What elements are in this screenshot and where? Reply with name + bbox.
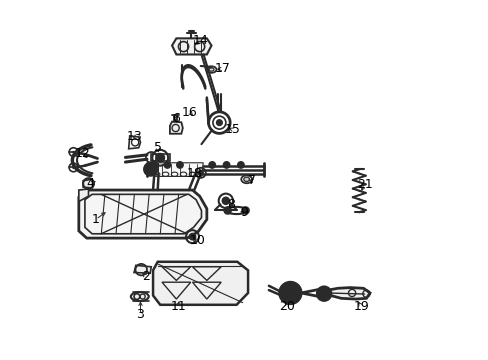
Text: 14: 14 <box>192 34 208 48</box>
Text: 15: 15 <box>224 123 241 136</box>
Text: 7: 7 <box>247 174 255 187</box>
Text: 9: 9 <box>240 207 248 220</box>
Text: 1: 1 <box>92 213 100 226</box>
Polygon shape <box>153 262 247 305</box>
Text: 10: 10 <box>189 234 204 247</box>
Circle shape <box>208 162 215 168</box>
Ellipse shape <box>131 292 148 301</box>
Text: 5: 5 <box>153 141 162 154</box>
Text: 12: 12 <box>74 147 90 159</box>
Text: 3: 3 <box>136 308 144 321</box>
Text: 13: 13 <box>126 130 142 144</box>
Circle shape <box>316 287 330 301</box>
Circle shape <box>164 162 170 168</box>
Circle shape <box>189 233 195 240</box>
Text: 16: 16 <box>182 106 198 119</box>
Polygon shape <box>79 189 88 202</box>
Circle shape <box>237 162 244 168</box>
Circle shape <box>279 282 301 304</box>
Text: 11: 11 <box>170 300 185 313</box>
Text: 20: 20 <box>278 300 294 313</box>
Text: 17: 17 <box>214 62 230 75</box>
Text: 2: 2 <box>142 270 149 283</box>
Circle shape <box>223 162 229 168</box>
Ellipse shape <box>244 177 249 181</box>
Circle shape <box>156 153 164 162</box>
Text: 6: 6 <box>171 112 179 125</box>
Circle shape <box>176 162 183 168</box>
Circle shape <box>222 197 229 204</box>
Circle shape <box>224 207 231 214</box>
Circle shape <box>151 162 158 168</box>
Polygon shape <box>322 288 369 299</box>
Text: 8: 8 <box>226 198 234 211</box>
Polygon shape <box>134 265 151 273</box>
Circle shape <box>144 163 157 176</box>
Polygon shape <box>158 163 203 176</box>
Circle shape <box>198 170 203 175</box>
Polygon shape <box>169 122 183 134</box>
Polygon shape <box>83 179 94 188</box>
Circle shape <box>216 120 222 126</box>
Polygon shape <box>79 190 206 238</box>
Text: 18: 18 <box>186 167 202 180</box>
Text: 19: 19 <box>352 300 368 313</box>
Ellipse shape <box>208 68 214 71</box>
Polygon shape <box>172 39 211 54</box>
Circle shape <box>242 207 249 214</box>
Text: 4: 4 <box>86 177 94 190</box>
Text: 21: 21 <box>356 178 372 191</box>
